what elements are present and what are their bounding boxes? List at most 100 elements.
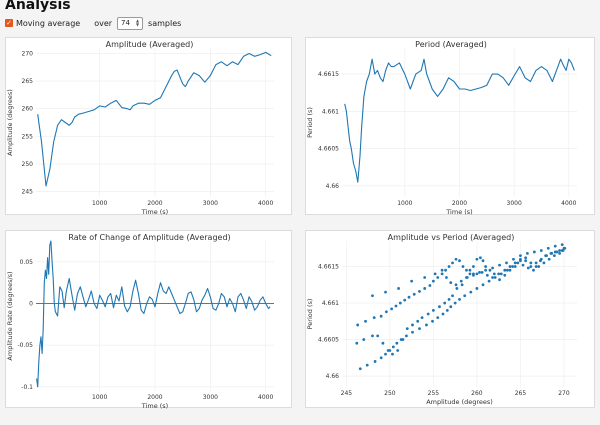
rate-chart-panel: Rate of Change of Amplitude (Averaged) -0… bbox=[5, 230, 292, 409]
chart3-point bbox=[453, 301, 457, 305]
chart3-point bbox=[547, 257, 551, 261]
chart3-point bbox=[498, 263, 501, 267]
chart3-point bbox=[521, 263, 525, 267]
header: Analysis ✓ Moving average over 74 ▲ ▼ sa… bbox=[0, 0, 600, 34]
chart3-point bbox=[499, 272, 503, 276]
chart3-point bbox=[455, 287, 459, 290]
chart3-point bbox=[534, 261, 538, 265]
chart3-point bbox=[563, 246, 567, 250]
chart3-point bbox=[440, 268, 444, 272]
chart3-point bbox=[384, 310, 388, 314]
chart3-point bbox=[529, 265, 533, 268]
chart3-point bbox=[558, 249, 561, 252]
chart3-point bbox=[513, 265, 517, 268]
stepper-down-icon[interactable]: ▼ bbox=[136, 22, 140, 27]
window-size-stepper[interactable]: 74 ▲ ▼ bbox=[117, 16, 144, 30]
chart1-xtick-label: 1000 bbox=[397, 200, 412, 207]
chart3-ylabel: Period (s) bbox=[306, 299, 314, 330]
chart0-xtick-label: 4000 bbox=[258, 200, 273, 207]
window-size-value[interactable]: 74 bbox=[121, 19, 130, 27]
chart3-point bbox=[391, 352, 394, 356]
chart3-point bbox=[372, 316, 376, 320]
chart3-point bbox=[468, 268, 472, 272]
chart3-point bbox=[394, 304, 398, 308]
chart2-series-line bbox=[36, 240, 271, 388]
chart3-point bbox=[376, 334, 380, 338]
chart3-point bbox=[560, 243, 564, 247]
chart0-ytick-label: 260 bbox=[22, 106, 34, 113]
chart3-point bbox=[454, 283, 458, 287]
moving-average-controls: ✓ Moving average over 74 ▲ ▼ samples bbox=[5, 16, 181, 30]
chart3-point bbox=[451, 294, 454, 298]
chart3-point bbox=[488, 268, 492, 272]
chart3-point bbox=[445, 276, 448, 279]
chart3-point bbox=[371, 294, 374, 298]
chart2-xtick-label: 3000 bbox=[203, 394, 218, 401]
chart3-point bbox=[485, 273, 489, 277]
chart3-point bbox=[491, 266, 494, 270]
stepper-up-icon[interactable]: ▲ bbox=[136, 17, 140, 23]
chart1-xtick-label: 2000 bbox=[452, 200, 467, 207]
chart2-xtick-label: 2000 bbox=[147, 394, 162, 401]
chart0-ylabel: Amplitude (degrees) bbox=[6, 89, 14, 156]
chart3-point bbox=[399, 338, 403, 341]
chart3-point bbox=[397, 287, 400, 290]
chart3-point bbox=[426, 312, 430, 316]
chart3-xtick-label: 255 bbox=[428, 390, 440, 397]
chart3-point bbox=[503, 273, 507, 277]
chart3-point bbox=[364, 319, 367, 323]
chart1-ytick-label: 4.661 bbox=[322, 108, 339, 115]
chart3-point bbox=[431, 308, 435, 312]
chart3-point bbox=[379, 356, 383, 360]
chart3-ytick-label: 4.66 bbox=[326, 373, 340, 380]
chart1-ylabel: Period (s) bbox=[306, 107, 314, 138]
chart3-point bbox=[436, 276, 440, 279]
chart3-point bbox=[431, 319, 434, 323]
chart3-point bbox=[465, 268, 468, 272]
chart3-point bbox=[525, 252, 529, 255]
chart3-point bbox=[491, 276, 494, 279]
chart3-point bbox=[542, 261, 546, 265]
chart3-point bbox=[480, 270, 484, 274]
chart2-xtick-label: 1000 bbox=[92, 394, 107, 401]
chart0-ytick-label: 270 bbox=[22, 51, 34, 58]
moving-average-checkbox[interactable]: ✓ bbox=[5, 19, 13, 27]
chart1-xlabel: Time (s) bbox=[445, 208, 472, 216]
amplitude-chart: Amplitude (Averaged) 245 250 255 260 265 270 10… bbox=[6, 40, 274, 216]
chart0-xlabel: Time (s) bbox=[141, 208, 168, 216]
chart3-point bbox=[478, 270, 481, 274]
chart2-ytick-label: -0.05 bbox=[17, 342, 33, 349]
chart3-point bbox=[550, 252, 554, 255]
chart3-point bbox=[390, 307, 394, 311]
rate-chart: Rate of Change of Amplitude (Averaged) -0… bbox=[6, 233, 274, 409]
chart3-point bbox=[379, 314, 383, 318]
chart3-point bbox=[513, 261, 517, 265]
moving-average-label[interactable]: Moving average bbox=[16, 18, 81, 28]
chart3-point bbox=[407, 295, 411, 299]
chart3-point bbox=[441, 312, 445, 316]
chart3-point bbox=[418, 327, 421, 330]
chart3-point bbox=[438, 305, 441, 309]
chart3-point bbox=[459, 279, 463, 283]
chart3-point bbox=[511, 265, 514, 268]
amplitude-chart-panel: Amplitude (Averaged) 245 250 255 260 265 270 10… bbox=[5, 37, 292, 216]
chart3-point bbox=[546, 246, 550, 250]
chart3-point bbox=[497, 272, 501, 276]
chart1-xtick-label: 4000 bbox=[561, 200, 576, 207]
stepper-buttons[interactable]: ▲ ▼ bbox=[134, 17, 141, 28]
chart3-point bbox=[356, 323, 360, 327]
chart3-point bbox=[516, 261, 520, 265]
chart3-point bbox=[475, 272, 479, 276]
chart3-point bbox=[512, 257, 515, 261]
chart3-point bbox=[539, 249, 543, 252]
chart3-point bbox=[431, 279, 435, 283]
amplitude-vs-period-panel: Amplitude vs Period (Averaged) 4.66 4.6605… bbox=[305, 230, 595, 408]
chart3-point bbox=[537, 265, 541, 268]
chart3-point bbox=[492, 272, 496, 276]
chart0-ytick-label: 245 bbox=[22, 188, 34, 195]
period-chart: Period (Averaged) 4.66 4.6605 4.661 4.6615 10… bbox=[306, 40, 577, 216]
chart0-series-line bbox=[37, 51, 272, 187]
chart3-point bbox=[469, 290, 473, 294]
chart3-point bbox=[381, 341, 385, 345]
chart3-point bbox=[412, 292, 416, 296]
